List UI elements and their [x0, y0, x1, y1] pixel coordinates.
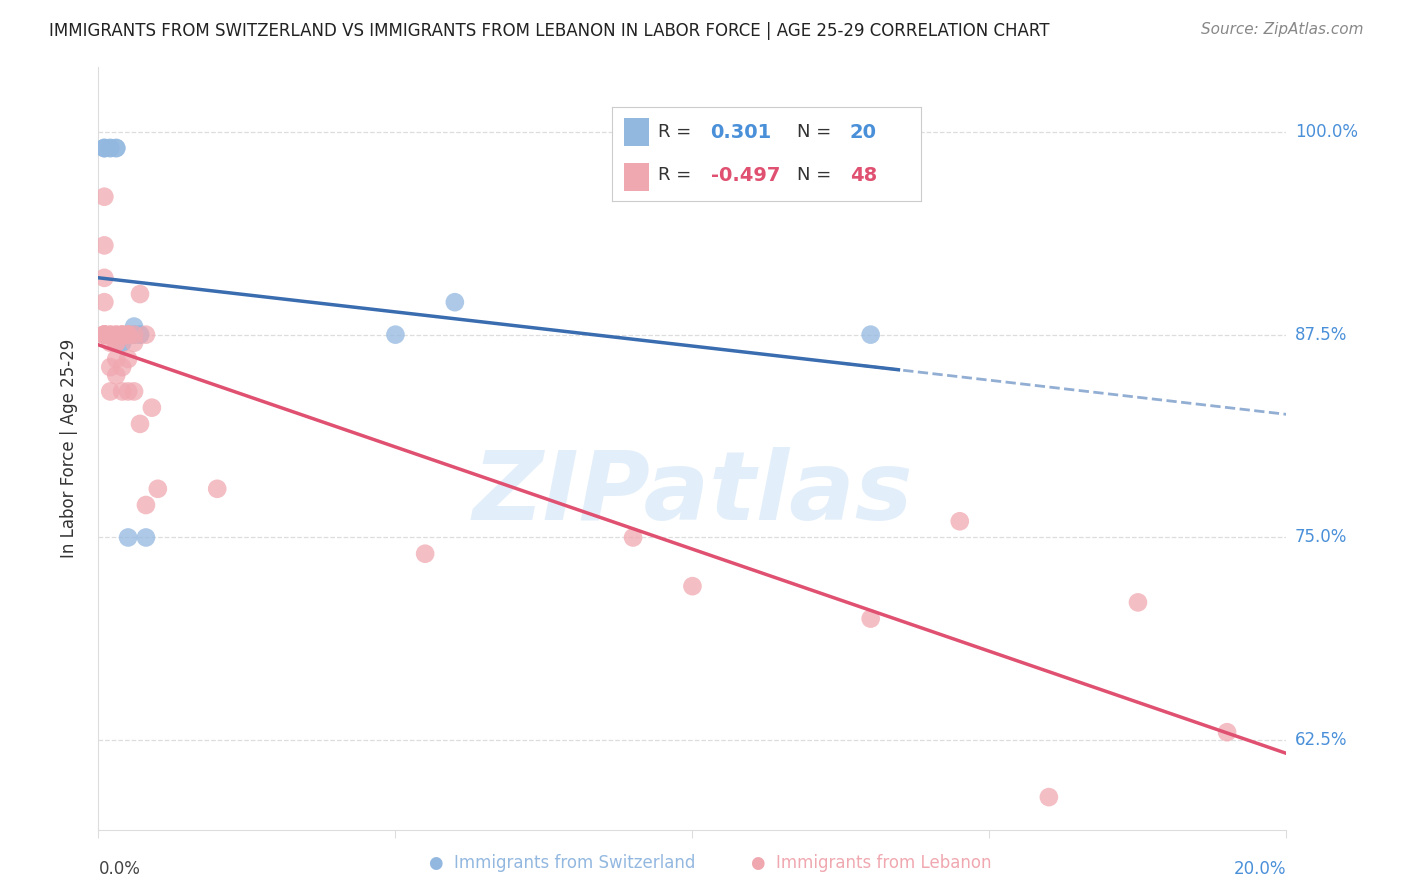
Point	[105, 327, 128, 342]
Point	[129, 417, 152, 431]
Point	[122, 327, 145, 342]
Point	[93, 270, 115, 285]
Point	[111, 327, 134, 342]
Point	[129, 327, 152, 342]
Point	[98, 384, 121, 399]
Point	[111, 360, 134, 375]
Point	[949, 514, 972, 528]
Text: 100.0%: 100.0%	[1295, 123, 1358, 141]
Text: N =: N =	[797, 123, 831, 141]
Point	[93, 190, 115, 204]
Point	[111, 335, 134, 350]
Point	[111, 335, 134, 350]
Point	[122, 327, 145, 342]
Point	[117, 327, 139, 342]
Point	[122, 384, 145, 399]
Text: 20: 20	[849, 123, 877, 142]
Point	[93, 327, 115, 342]
Point	[93, 238, 115, 252]
Text: 0.0%: 0.0%	[98, 860, 141, 878]
Text: R =: R =	[658, 123, 692, 141]
Point	[621, 531, 644, 545]
Point	[129, 327, 152, 342]
Text: -0.497: -0.497	[710, 166, 780, 185]
Point	[105, 368, 128, 383]
Y-axis label: In Labor Force | Age 25-29: In Labor Force | Age 25-29	[59, 339, 77, 558]
Text: 62.5%: 62.5%	[1295, 731, 1347, 749]
Point	[111, 384, 134, 399]
Text: Source: ZipAtlas.com: Source: ZipAtlas.com	[1201, 22, 1364, 37]
Point	[1038, 790, 1060, 805]
Text: N =: N =	[797, 167, 831, 185]
Text: 75.0%: 75.0%	[1295, 528, 1347, 547]
Point	[98, 141, 121, 155]
Point	[122, 319, 145, 334]
Point	[117, 327, 139, 342]
Text: 0.301: 0.301	[710, 123, 772, 142]
Point	[129, 287, 152, 301]
Point	[117, 327, 139, 342]
Point	[93, 327, 115, 342]
Point	[122, 327, 145, 342]
Text: ●  Immigrants from Switzerland: ● Immigrants from Switzerland	[429, 855, 696, 872]
Point	[1216, 725, 1239, 739]
Text: R =: R =	[658, 167, 692, 185]
Point	[117, 327, 139, 342]
Text: 48: 48	[849, 166, 877, 185]
Point	[105, 335, 128, 350]
Bar	[624, 119, 648, 146]
Point	[98, 360, 121, 375]
Text: 20.0%: 20.0%	[1234, 860, 1286, 878]
Point	[93, 141, 115, 155]
Point	[105, 335, 128, 350]
Point	[135, 327, 157, 342]
Point	[384, 327, 406, 342]
Text: IMMIGRANTS FROM SWITZERLAND VS IMMIGRANTS FROM LEBANON IN LABOR FORCE | AGE 25-2: IMMIGRANTS FROM SWITZERLAND VS IMMIGRANT…	[49, 22, 1050, 40]
Point	[117, 531, 139, 545]
Point	[117, 351, 139, 366]
Point	[135, 498, 157, 512]
Point	[859, 327, 882, 342]
Point	[859, 612, 882, 626]
Point	[117, 384, 139, 399]
Point	[98, 327, 121, 342]
Point	[105, 141, 128, 155]
Point	[1126, 595, 1149, 609]
Point	[443, 295, 465, 310]
Point	[141, 401, 163, 415]
Point	[98, 327, 121, 342]
Bar	[624, 163, 648, 191]
Point	[111, 327, 134, 342]
Point	[93, 327, 115, 342]
Point	[105, 327, 128, 342]
Point	[93, 141, 115, 155]
Point	[681, 579, 703, 593]
Point	[122, 335, 145, 350]
Point	[93, 327, 115, 342]
Point	[205, 482, 228, 496]
Point	[98, 335, 121, 350]
Point	[111, 327, 134, 342]
Point	[105, 141, 128, 155]
Point	[93, 141, 115, 155]
Text: 87.5%: 87.5%	[1295, 326, 1347, 343]
Point	[93, 327, 115, 342]
Point	[105, 351, 128, 366]
Text: ●  Immigrants from Lebanon: ● Immigrants from Lebanon	[751, 855, 993, 872]
Point	[93, 295, 115, 310]
Point	[135, 531, 157, 545]
Point	[413, 547, 436, 561]
Point	[146, 482, 169, 496]
Text: ZIPatlas: ZIPatlas	[472, 448, 912, 541]
Point	[98, 141, 121, 155]
